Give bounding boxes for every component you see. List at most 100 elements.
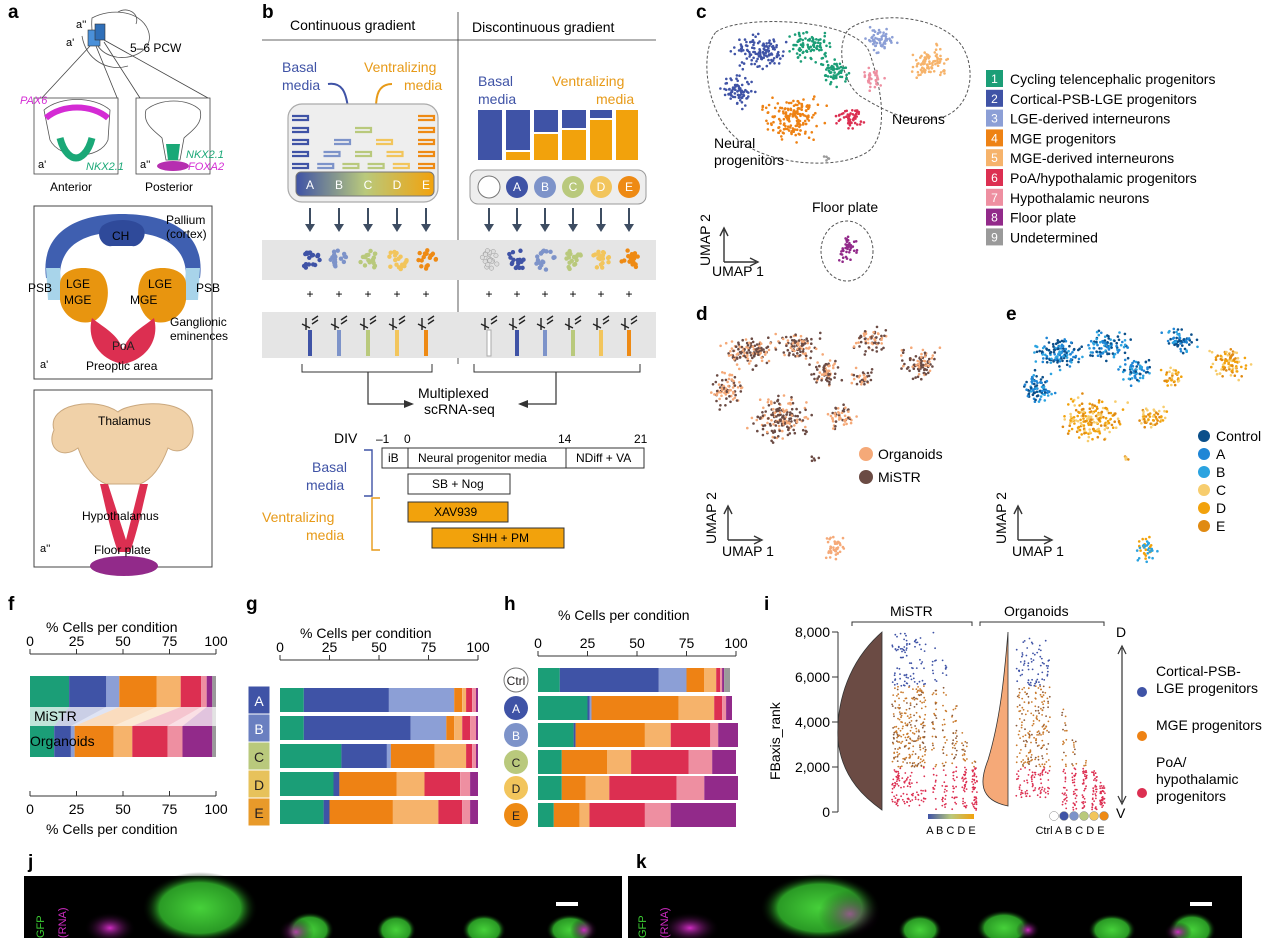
umap-point — [805, 346, 808, 350]
strip-point — [1034, 771, 1037, 774]
legend-text: PoA/hypothalamic progenitors — [1010, 170, 1197, 186]
barcode — [424, 330, 428, 356]
strip-point — [1084, 762, 1087, 764]
legend-number: 3 — [991, 112, 998, 126]
umap-point — [1080, 402, 1084, 406]
organoid-dot — [566, 255, 572, 260]
strip-point — [915, 688, 918, 691]
umap-point — [842, 249, 845, 253]
gradient-generator — [287, 103, 439, 203]
strip-point — [1022, 735, 1024, 738]
umap-point — [1214, 358, 1218, 362]
bar-segment — [470, 716, 476, 740]
strip-point — [1030, 741, 1032, 744]
strip-point — [913, 740, 915, 743]
strip-point — [1046, 729, 1048, 732]
umap-point — [851, 109, 854, 112]
umap-point — [749, 40, 752, 44]
umap-point — [832, 535, 835, 539]
barcode — [366, 330, 370, 356]
umap-point — [1190, 341, 1193, 344]
strip-point — [893, 674, 896, 677]
bar-segment — [538, 696, 588, 720]
umap-point — [727, 384, 730, 388]
umap-point — [730, 340, 734, 343]
umap-point — [818, 45, 822, 48]
strip-point — [1042, 706, 1045, 709]
strip-point — [1074, 772, 1077, 775]
umap-point — [743, 38, 747, 41]
umap-point — [920, 356, 923, 359]
condition-blob — [504, 803, 528, 827]
umap-point — [749, 359, 752, 363]
umap-point — [786, 127, 789, 131]
antibody — [508, 315, 526, 330]
strip-point — [1064, 780, 1067, 783]
legend-swatch — [986, 129, 1003, 147]
umap-point — [751, 39, 755, 42]
umap-point — [1177, 377, 1180, 380]
strip-point — [1038, 744, 1040, 747]
bar-segment — [553, 803, 580, 827]
umap-point — [1032, 374, 1036, 377]
strip-point — [935, 774, 938, 777]
strip-point — [908, 721, 911, 724]
strip-point — [908, 798, 910, 801]
channel — [355, 150, 373, 158]
h-title: % Cells per condition — [558, 607, 690, 623]
umap-point — [1138, 367, 1142, 370]
umap-point — [1082, 410, 1085, 414]
strip-point — [893, 726, 896, 728]
organoid-dot — [366, 257, 371, 263]
strip-point — [1103, 801, 1106, 804]
k-rna: (RNA) — [659, 907, 671, 938]
organoid-dot — [535, 254, 540, 259]
umap-point — [816, 361, 819, 364]
umap-point — [1131, 365, 1135, 368]
strip-point — [909, 702, 912, 705]
strip-point — [932, 722, 934, 725]
umap-point — [833, 58, 836, 61]
umap-point — [1161, 419, 1165, 422]
umap-point — [1097, 401, 1101, 404]
tick-label: 75 — [679, 635, 695, 651]
umap-point — [771, 128, 775, 132]
umap-point — [806, 117, 809, 120]
antibody — [480, 315, 498, 330]
umap-point — [1098, 413, 1101, 416]
umap-point — [1148, 535, 1151, 539]
strip-point — [917, 729, 920, 731]
umap-point — [755, 60, 758, 63]
strip-point — [906, 762, 908, 764]
strip-point — [896, 760, 899, 762]
umap-point — [841, 536, 845, 540]
umap-point — [778, 341, 781, 345]
bar-segment — [201, 676, 207, 707]
umap-point — [795, 420, 799, 424]
umap-point — [768, 54, 771, 57]
umap-point — [1122, 345, 1126, 349]
bar-segment — [106, 676, 120, 707]
umap-point — [1078, 347, 1081, 351]
umap-point — [729, 350, 732, 353]
strip-point — [919, 744, 921, 747]
umap-point — [1090, 421, 1093, 425]
strip-point — [1026, 779, 1028, 782]
umap-point — [845, 422, 848, 426]
strip-point — [899, 766, 902, 768]
strip-point — [906, 723, 909, 725]
umap-point — [1147, 418, 1150, 422]
bar-segment — [585, 776, 610, 800]
umap-point — [842, 547, 846, 550]
umap-point — [1179, 347, 1182, 351]
umap-point — [775, 409, 779, 413]
umap-point — [746, 351, 749, 355]
strip-point — [935, 717, 938, 719]
umap-point — [939, 71, 943, 74]
strip-point — [924, 746, 926, 748]
umap-point — [795, 407, 798, 411]
umap-point — [723, 391, 726, 395]
well — [590, 176, 612, 198]
strip-point — [1036, 678, 1039, 681]
strip-point — [1094, 784, 1097, 787]
